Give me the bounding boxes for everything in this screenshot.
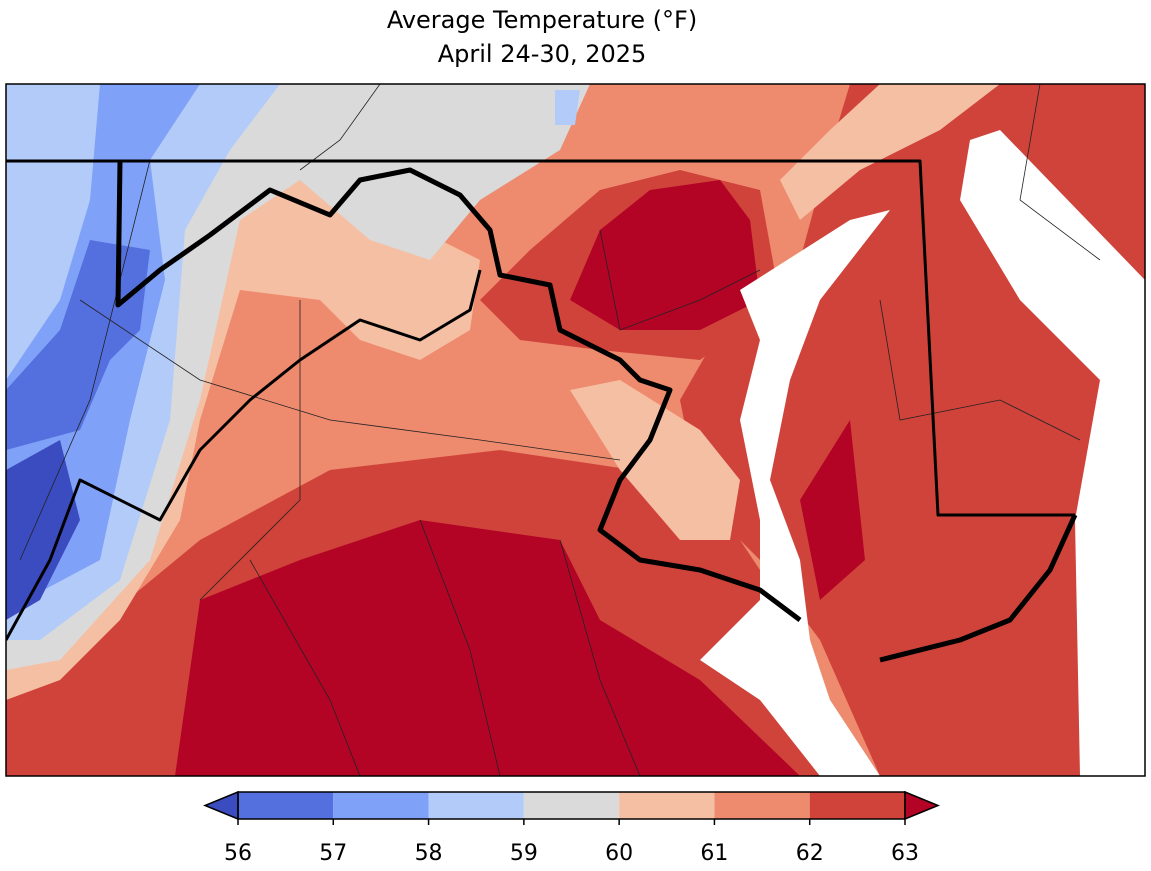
colorbar-bin (333, 792, 429, 819)
colorbar-tick-label: 61 (700, 841, 728, 866)
colorbar-bin (714, 792, 810, 819)
temperature-region (6, 240, 150, 450)
colorbar-bin (238, 792, 334, 819)
colorbar-bin (619, 792, 715, 819)
colorbar-tick-label: 63 (891, 841, 919, 866)
colorbar-bin (428, 792, 524, 819)
water (960, 130, 1145, 776)
colorbar-extend-min (203, 790, 239, 821)
temperature-region (800, 420, 865, 600)
state-border (6, 159, 1075, 517)
colorbar-tick-label: 58 (415, 841, 443, 866)
colorbar-tick-label: 62 (796, 841, 824, 866)
colorbar-bin (809, 792, 905, 819)
water (700, 210, 890, 776)
colorbar-tick-label: 57 (319, 841, 347, 866)
temperature-region (555, 90, 580, 125)
map (6, 84, 1145, 776)
temperature-region (570, 180, 760, 330)
colorbar-tick-label: 60 (605, 841, 633, 866)
temperature-region (6, 440, 80, 620)
colorbar-tick-label: 59 (510, 841, 538, 866)
temperature-region (780, 84, 1000, 220)
subtitle: April 24-30, 2025 (438, 40, 647, 68)
colorbar-bin (523, 792, 620, 819)
map-frame (5, 83, 1146, 777)
colorbar-extend-max (904, 790, 940, 821)
state-border (6, 269, 482, 641)
temperature-region (570, 380, 740, 540)
colorbar: 56 57 58 59 60 61 62 63 (203, 790, 940, 866)
colorbar-tick-label: 56 (224, 841, 252, 866)
county-lines (19, 84, 1101, 776)
state-border (115, 160, 802, 622)
temperature-region (175, 520, 800, 776)
title: Average Temperature (°F) (387, 6, 697, 34)
colorbar-frame (237, 791, 906, 820)
state-border (879, 513, 1078, 663)
